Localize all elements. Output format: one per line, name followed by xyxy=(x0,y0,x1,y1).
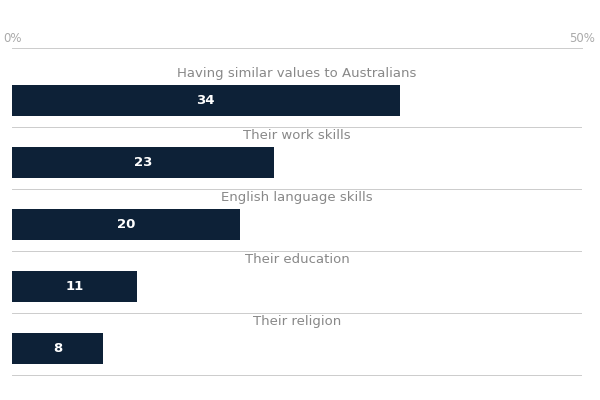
Text: 11: 11 xyxy=(65,280,84,293)
Text: English language skills: English language skills xyxy=(221,191,373,204)
Text: Their work skills: Their work skills xyxy=(243,129,351,142)
Bar xyxy=(12,85,400,116)
Text: 8: 8 xyxy=(53,342,62,355)
Bar xyxy=(12,209,240,240)
Text: 34: 34 xyxy=(197,94,215,107)
Text: 23: 23 xyxy=(134,156,152,169)
Bar xyxy=(12,271,137,302)
Text: Their religion: Their religion xyxy=(253,315,341,328)
Bar xyxy=(12,333,103,364)
Bar xyxy=(12,147,274,178)
Text: 20: 20 xyxy=(117,218,135,231)
Text: Their education: Their education xyxy=(245,253,349,266)
Text: Having similar values to Australians: Having similar values to Australians xyxy=(178,67,416,80)
